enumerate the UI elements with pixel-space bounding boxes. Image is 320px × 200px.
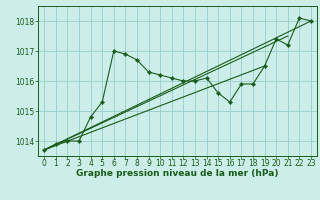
- X-axis label: Graphe pression niveau de la mer (hPa): Graphe pression niveau de la mer (hPa): [76, 169, 279, 178]
